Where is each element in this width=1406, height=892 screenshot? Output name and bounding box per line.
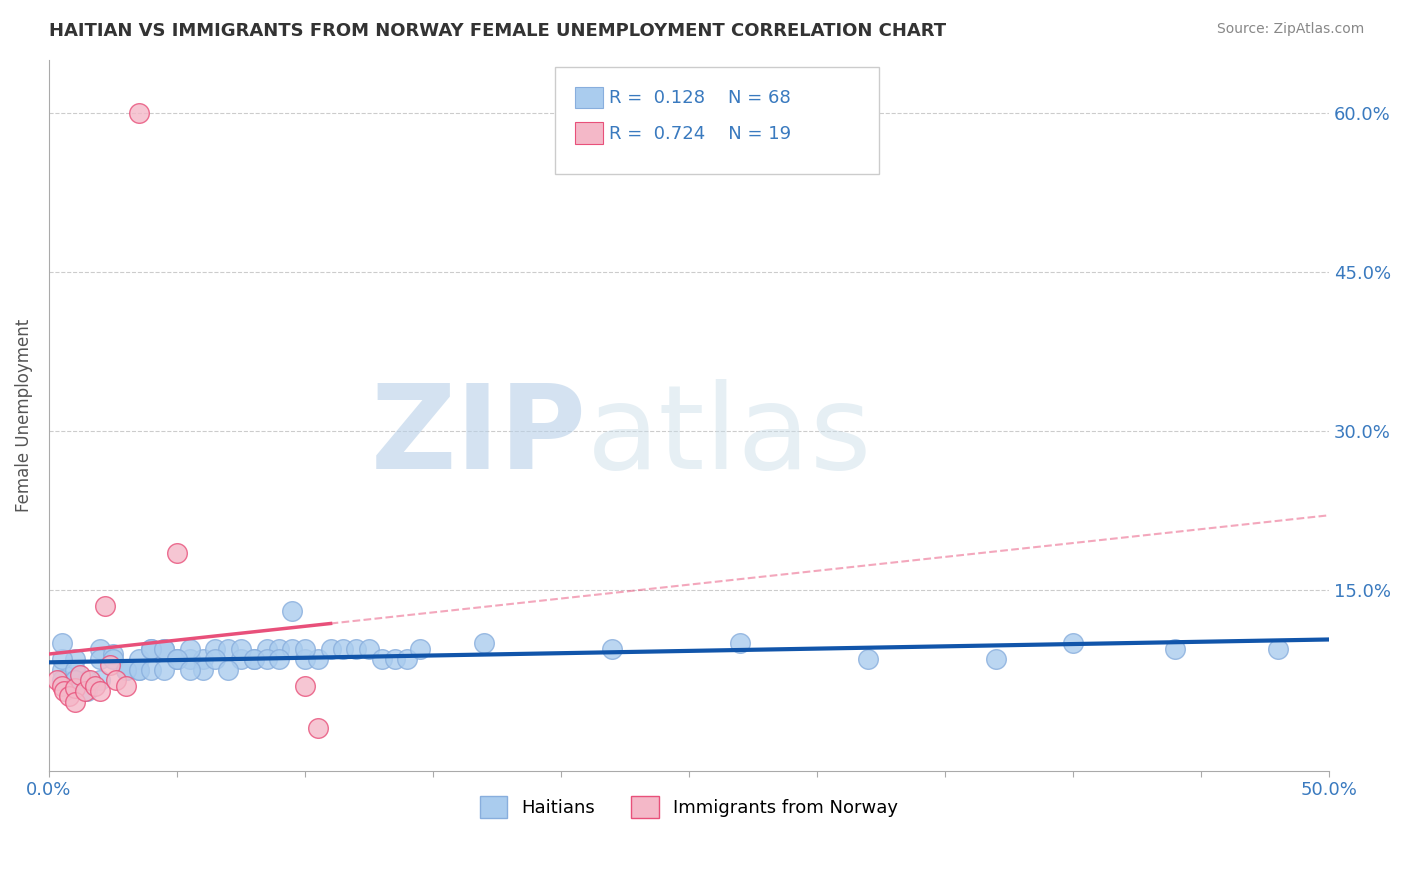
Point xyxy=(51,636,73,650)
Point xyxy=(63,663,86,677)
Point xyxy=(294,679,316,693)
Point xyxy=(269,641,291,656)
Point xyxy=(51,652,73,666)
Point xyxy=(728,636,751,650)
Point xyxy=(84,679,107,693)
Point xyxy=(101,647,124,661)
Point xyxy=(153,641,176,656)
Point xyxy=(141,641,163,656)
Point xyxy=(63,695,86,709)
Point xyxy=(153,641,176,656)
Point xyxy=(153,663,176,677)
Point xyxy=(1062,636,1084,650)
Point xyxy=(45,673,67,688)
Point xyxy=(63,673,86,688)
Point xyxy=(76,673,98,688)
Point xyxy=(319,641,342,656)
Point xyxy=(191,663,214,677)
Point xyxy=(94,599,117,614)
Text: HAITIAN VS IMMIGRANTS FROM NORWAY FEMALE UNEMPLOYMENT CORRELATION CHART: HAITIAN VS IMMIGRANTS FROM NORWAY FEMALE… xyxy=(49,22,946,40)
Point xyxy=(128,663,150,677)
Point xyxy=(1164,641,1187,656)
Point xyxy=(166,546,188,560)
Point xyxy=(89,673,111,688)
Text: atlas: atlas xyxy=(586,379,872,494)
Point xyxy=(307,721,329,735)
Y-axis label: Female Unemployment: Female Unemployment xyxy=(15,318,32,512)
Point xyxy=(256,641,278,656)
Point xyxy=(89,652,111,666)
Point xyxy=(242,652,264,666)
Point xyxy=(51,663,73,677)
Point xyxy=(63,673,86,688)
Point xyxy=(166,652,188,666)
Point xyxy=(114,663,136,677)
Point xyxy=(179,652,201,666)
Point xyxy=(179,663,201,677)
Point xyxy=(166,652,188,666)
Point xyxy=(229,652,252,666)
Point xyxy=(53,684,76,698)
Point xyxy=(104,673,127,688)
Legend: Haitians, Immigrants from Norway: Haitians, Immigrants from Norway xyxy=(472,789,905,826)
Point xyxy=(384,652,406,666)
Point xyxy=(1267,641,1289,656)
Text: R =  0.128    N = 68: R = 0.128 N = 68 xyxy=(609,89,790,107)
Point xyxy=(856,652,879,666)
Point xyxy=(396,652,419,666)
Point xyxy=(986,652,1008,666)
Point xyxy=(281,605,304,619)
Point xyxy=(307,652,329,666)
Point xyxy=(191,652,214,666)
Point xyxy=(51,679,73,693)
Point xyxy=(256,652,278,666)
Point xyxy=(294,652,316,666)
Point xyxy=(114,663,136,677)
Point xyxy=(281,641,304,656)
Point xyxy=(89,641,111,656)
Point xyxy=(344,641,367,656)
Point xyxy=(217,641,239,656)
Point xyxy=(242,652,264,666)
Point xyxy=(217,663,239,677)
Point xyxy=(229,641,252,656)
Point xyxy=(73,684,96,698)
Point xyxy=(100,657,122,672)
Point xyxy=(294,641,316,656)
Text: Source: ZipAtlas.com: Source: ZipAtlas.com xyxy=(1216,22,1364,37)
Point xyxy=(63,681,86,695)
Point xyxy=(371,652,394,666)
Point xyxy=(114,679,136,693)
Point xyxy=(69,668,91,682)
Point xyxy=(204,641,226,656)
Point xyxy=(332,641,354,656)
Point xyxy=(357,641,380,656)
Point xyxy=(76,684,98,698)
Point xyxy=(58,690,80,704)
Point xyxy=(89,684,111,698)
Text: ZIP: ZIP xyxy=(371,379,586,494)
Point xyxy=(79,673,101,688)
Point xyxy=(141,641,163,656)
Point xyxy=(179,641,201,656)
Point xyxy=(166,652,188,666)
Point xyxy=(409,641,432,656)
Point xyxy=(128,652,150,666)
Point xyxy=(114,663,136,677)
Text: R =  0.724    N = 19: R = 0.724 N = 19 xyxy=(609,125,792,143)
Point xyxy=(204,652,226,666)
Point xyxy=(472,636,495,650)
Point xyxy=(141,663,163,677)
Point xyxy=(269,652,291,666)
Point xyxy=(63,652,86,666)
Point xyxy=(51,673,73,688)
Point xyxy=(128,105,150,120)
Point xyxy=(600,641,623,656)
Point xyxy=(101,652,124,666)
Point xyxy=(128,663,150,677)
